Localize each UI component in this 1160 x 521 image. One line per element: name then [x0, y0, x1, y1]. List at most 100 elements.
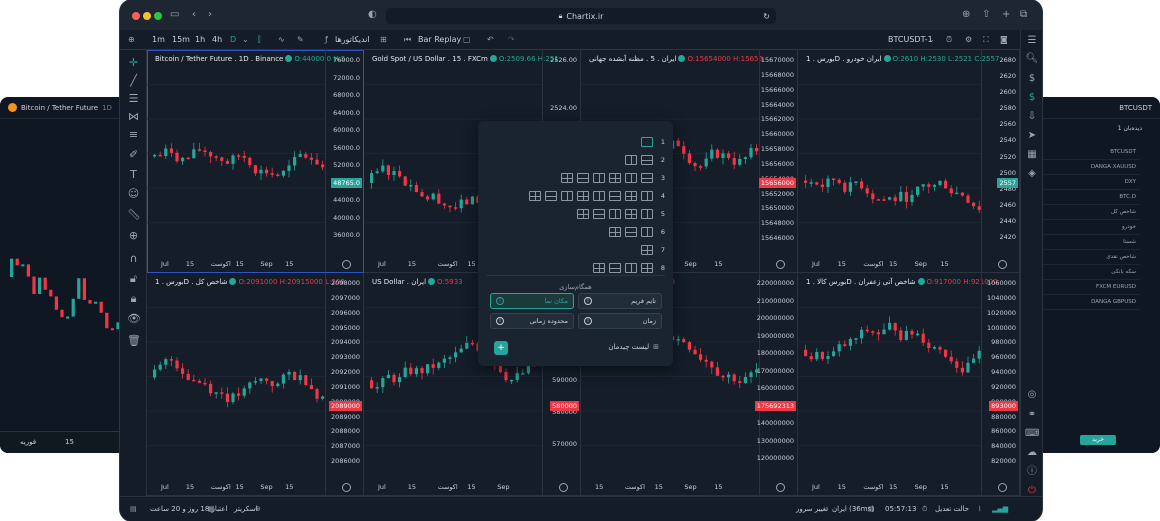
interval-1h[interactable]: 1h — [195, 35, 206, 44]
time-axis[interactable]: Jul 15 اکوست 15 Sep 15 — [147, 479, 326, 495]
chart-title-bar[interactable]: Bitcoin / Tether Future . 1D . Binance O:… — [155, 55, 345, 63]
interval-1m[interactable]: 1m — [152, 35, 165, 44]
chart-candles[interactable] — [798, 50, 982, 257]
back-icon[interactable]: ‹ — [192, 9, 196, 20]
undo-icon[interactable]: ↶ — [487, 35, 494, 44]
close-window-button[interactable] — [132, 12, 140, 20]
chart-title-bar[interactable]: US Dollar . ایران O:5933 — [372, 278, 463, 286]
time-axis[interactable]: Jul 15 اکوست 15 Sep 15 — [798, 479, 982, 495]
redo-icon[interactable]: ↷ — [508, 35, 515, 44]
adjust-mode-button[interactable]: حالت تعدیل — [935, 505, 969, 513]
layout-option-icon[interactable] — [609, 263, 621, 273]
layouts-grid-icon[interactable]: ⊞ — [380, 35, 387, 44]
crosshair-icon[interactable]: ✛ — [128, 56, 139, 69]
layers-icon[interactable]: ◈ — [1028, 168, 1036, 179]
maximize-window-button[interactable] — [154, 12, 162, 20]
layout-option-icon[interactable] — [641, 227, 653, 237]
tabs-overview-icon[interactable]: ⧉ — [1020, 9, 1028, 20]
layout-option-icon[interactable] — [641, 209, 653, 219]
chart-candles[interactable] — [798, 273, 982, 480]
line-chart-icon[interactable]: ∿ — [278, 35, 285, 44]
new-tab-icon[interactable]: + — [1002, 9, 1011, 20]
time-axis[interactable]: Jul 15 اکوست 15 Sep 15 — [147, 256, 326, 272]
price-axis[interactable]: 2098000 2097000 2096000 2095000 2094000 20930… — [325, 273, 363, 495]
horizontal-lines-icon[interactable]: ☰ — [128, 92, 139, 105]
ruler-icon[interactable]: 📏︎ — [127, 208, 141, 221]
layout-option-icon[interactable] — [593, 209, 605, 219]
chart-settings-icon[interactable] — [776, 260, 785, 269]
layout-option-icon[interactable] — [641, 191, 653, 201]
info-icon[interactable]: ⓘ — [1027, 466, 1037, 477]
layout-option-icon[interactable] — [609, 191, 621, 201]
price-axis[interactable]: 220000000 210000000 200000000 190000000 1800… — [757, 273, 797, 495]
layout-option-icon[interactable] — [609, 173, 621, 183]
podcast-icon[interactable]: ◎ — [1027, 389, 1037, 400]
layout-option-icon[interactable] — [545, 191, 557, 201]
share-icon[interactable]: ⇧ — [982, 9, 991, 20]
chart-settings-icon[interactable] — [998, 260, 1007, 269]
chart-symbol-title[interactable]: بورس . 1D . شاخص کل — [155, 278, 228, 286]
cloud-icon[interactable]: ☁ — [1027, 447, 1037, 458]
price-axis[interactable]: 1060000 1040000 1020000 1000000 980000 960000… — [981, 273, 1019, 495]
chart-title-bar[interactable]: ایران . 5 . مظنه آبشده جهانی O:15654000 H… — [589, 55, 763, 63]
interval-d[interactable]: D — [230, 35, 237, 44]
chart-panel-5[interactable]: بورس . 1D . شاخص کل O:2091000 H:20915000 … — [147, 273, 364, 496]
layout-list-button[interactable]: لیست چیدمان ⊞ — [608, 343, 659, 351]
chart-symbol-title[interactable]: Gold Spot / US Dollar . 15 . FXCm — [372, 55, 488, 63]
layout-option-icon[interactable] — [561, 173, 573, 183]
fib-icon[interactable]: ≡ — [128, 128, 139, 141]
interval-4h[interactable]: 4h — [212, 35, 223, 44]
chart-symbol-title[interactable]: بورس کالا . 1D . شاخص آتی زعفران — [806, 278, 916, 286]
lock-drawing-icon[interactable]: 🔓︎ — [129, 272, 138, 285]
price-axis[interactable]: 15670000 15668000 15666000 15664000 15662000… — [759, 50, 797, 272]
layout-option-icon[interactable] — [529, 191, 541, 201]
price-axis[interactable]: 76000.0 72000.0 68000.0 64000.0 60000.0 56000… — [325, 50, 363, 272]
interval-15m[interactable]: 15m — [172, 35, 190, 44]
indicators-button[interactable]: اندیکاتورها — [335, 35, 370, 44]
time-axis[interactable]: Jul 15 اکوست 15 Sep — [364, 479, 543, 495]
layout-option-icon[interactable] — [641, 245, 653, 255]
chart-settings-icon[interactable] — [559, 483, 568, 492]
indicator-icon[interactable]: ƒ — [325, 35, 328, 44]
share-nodes-icon[interactable]: ⚭ — [1027, 409, 1037, 420]
layout-option-icon[interactable] — [625, 209, 637, 219]
symbol-dropdown-icon[interactable]: ⌄ — [928, 35, 935, 44]
chart-symbol-title[interactable]: ایران . 5 . مظنه آبشده جهانی — [589, 55, 677, 63]
layout-option-icon[interactable] — [641, 173, 653, 183]
watchlist-dollar-icon[interactable]: $ — [1028, 92, 1036, 103]
magnet-icon[interactable]: ∩ — [129, 252, 138, 265]
download-icon[interactable]: ⊕ — [962, 9, 971, 20]
chart-panel-1[interactable]: Bitcoin / Tether Future . 1D . Binance O:… — [147, 50, 364, 273]
chart-candles[interactable] — [147, 273, 326, 480]
sync-range-button[interactable]: i محدوده زمانی — [490, 313, 574, 329]
layout-option-icon[interactable] — [625, 173, 637, 183]
sync-time-button[interactable]: i زمان — [578, 313, 662, 329]
lock-all-icon[interactable]: 🔒︎ — [130, 292, 137, 305]
forward-icon[interactable]: › — [208, 9, 212, 20]
menu-icon[interactable]: ☰ — [1027, 35, 1037, 46]
alarm-icon[interactable]: ⏰︎ — [946, 35, 953, 44]
power-icon[interactable]: ⏻ — [1028, 485, 1036, 496]
brush-icon[interactable]: ✐ — [128, 148, 139, 161]
address-bar[interactable]: 🔒︎ Chartix.ir ↻ — [386, 8, 776, 24]
chart-candles[interactable] — [147, 50, 326, 257]
layout-option-icon[interactable] — [577, 173, 589, 183]
layout-option-icon[interactable] — [593, 191, 605, 201]
chart-symbol-title[interactable]: بورس . 1D . ایران خودرو — [806, 55, 882, 63]
layout-option-icon[interactable] — [625, 191, 637, 201]
chart-settings-icon[interactable] — [342, 483, 351, 492]
layout-option-icon[interactable] — [577, 191, 589, 201]
symbol-selector[interactable]: BTCUSDT-1 — [888, 35, 933, 44]
add-layout-button[interactable]: + — [494, 341, 508, 355]
layout-option-icon[interactable] — [577, 209, 589, 219]
minimize-window-button[interactable] — [143, 12, 151, 20]
bar-replay-button[interactable]: Bar Replay — [418, 35, 462, 44]
chart-settings-icon[interactable] — [998, 483, 1007, 492]
layout-option-icon[interactable] — [609, 209, 621, 219]
chart-panel-4[interactable]: بورس . 1D . ایران خودرو O:2610 H:2530 L:2… — [798, 50, 1020, 273]
screener-button[interactable]: اسکریتر — [234, 505, 258, 513]
price-axis[interactable]: 2680 2620 2600 2580 2560 2540 2520 2500 2480 2460… — [981, 50, 1019, 272]
fullscreen-icon[interactable]: ⛶ — [983, 35, 989, 44]
keyboard-icon[interactable]: ⌨ — [1025, 428, 1040, 439]
settings-gear-icon[interactable]: ⚙ — [965, 35, 973, 44]
